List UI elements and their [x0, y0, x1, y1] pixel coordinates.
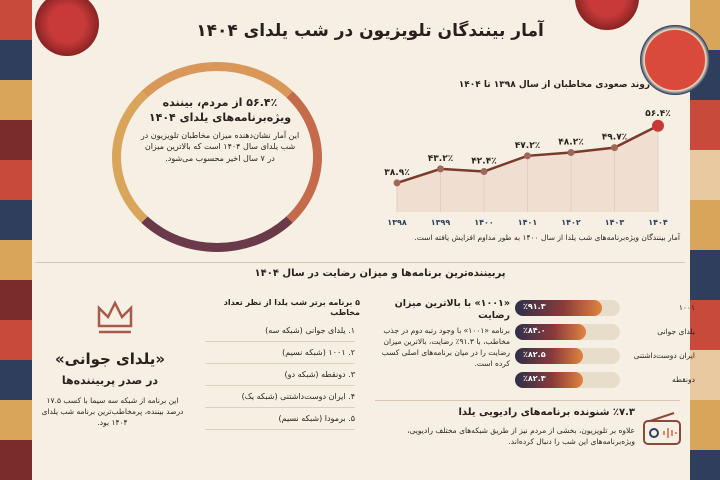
- winner-text: این برنامه از شبکه سه سیما با کسب ۱۷.۵ د…: [41, 396, 184, 427]
- top5-item: ۲. ۱۰۰۱ (شبکه نسیم): [205, 348, 355, 365]
- crown-icon: [97, 300, 133, 334]
- bar-label: یلدای جوانی: [657, 327, 695, 336]
- bar-track: ٪۸۲.۵: [515, 348, 620, 364]
- x-tick-label: ۱۴۰۱: [518, 218, 538, 227]
- satisfaction-bar: ٪۸۲.۵ ایران دوست‌داشتنی: [515, 348, 695, 364]
- top5-item: ۱. یلدای جوانی (شبکه سه): [205, 326, 355, 343]
- top5-item: ۳. دونقطه (شبکه دو): [205, 370, 355, 387]
- data-point: [393, 179, 401, 187]
- page-title: آمار بینندگان تلویزیون در شب یلدای ۱۴۰۴: [196, 21, 544, 41]
- data-point: [611, 144, 618, 152]
- data-label: ۴۷.۲٪: [515, 141, 540, 151]
- data-point: [480, 167, 488, 175]
- x-tick-label: ۱۴۰۳: [605, 218, 625, 227]
- data-point: [437, 165, 444, 173]
- data-label: ۴۳.۲٪: [428, 154, 453, 164]
- chart-caption: آمار بینندگان ویژه‌برنامه‌های شب یلدا از…: [414, 233, 680, 242]
- bar-value: ٪۸۴.۰: [523, 326, 546, 335]
- data-label: ۵۶.۴٪: [645, 109, 670, 119]
- bar-track: ٪۹۱.۳: [515, 300, 620, 316]
- data-label: ۳۸.۹٪: [384, 168, 409, 178]
- highlight-ring: [112, 62, 322, 252]
- data-label: ۴۲.۴٪: [471, 156, 496, 166]
- radio-text: علاوه بر تلویزیون، بخشی از مردم نیز از ط…: [407, 426, 635, 446]
- pomegranate-icon: [575, 0, 639, 30]
- top5-title: ۵ برنامه برتر شب یلدا از نظر تعداد مخاطب: [223, 298, 360, 318]
- satisfaction-bar: ٪۸۲.۳ دونقطه: [515, 372, 695, 388]
- x-tick-label: ۱۳۹۹: [431, 218, 451, 227]
- radio-icon: [643, 412, 681, 445]
- winner-title: «یلدای جوانی»: [54, 350, 166, 368]
- satisfaction-bar: ٪۹۱.۳ ۱۰۰۱: [515, 300, 695, 316]
- section-title: پربیننده‌ترین برنامه‌ها و میزان رضایت در…: [254, 268, 506, 279]
- trend-line-chart: ۳۸.۹٪ ۱۳۹۸ ۴۳.۲٪ ۱۳۹۹ ۴۲.۴٪ ۱۴۰۰ ۴۷.۲٪ ۱۴۰۱ ۴۸.۲…: [384, 109, 670, 227]
- winner-subtitle: در صدر پربیننده‌ها: [61, 374, 159, 387]
- chart-title: روند صعودی مخاطبان از سال ۱۳۹۸ تا ۱۴۰۴: [458, 80, 650, 90]
- bar-fill: [515, 372, 583, 388]
- data-point: [524, 152, 531, 160]
- pomegranate-icon: [35, 0, 99, 56]
- highlight-text: این آمار نشان‌دهنده میزان مخاطبان تلویزی…: [140, 130, 300, 163]
- top5-item: ۵. برمودا (شبکه نسیم): [205, 414, 355, 431]
- divider: [35, 262, 685, 263]
- highlight-block: ۵۶.۴٪ از مردم، بیننده ویژه‌برنامه‌های یل…: [140, 95, 300, 165]
- highlight-headline: ۵۶.۴٪ از مردم، بیننده ویژه‌برنامه‌های یل…: [148, 96, 292, 125]
- radio-title: ٪۷.۳ شنونده برنامه‌های رادیویی یلدا: [458, 407, 635, 418]
- data-label: ۴۹.۷٪: [602, 133, 627, 143]
- satisfaction-bar: ٪۸۴.۰ یلدای جوانی: [515, 324, 695, 340]
- x-tick-label: ۱۴۰۴: [648, 218, 668, 227]
- x-tick-label: ۱۳۹۸: [387, 218, 407, 227]
- bar-label: ۱۰۰۱: [678, 303, 695, 312]
- bar-label: دونقطه: [671, 375, 695, 384]
- bar-value: ٪۸۲.۵: [523, 350, 546, 359]
- satisfaction-title: «۱۰۰۱» با بالاترین میزان رضایت: [394, 298, 510, 322]
- divider: [375, 400, 680, 401]
- data-point: [567, 149, 575, 157]
- top5-item: ۴. ایران دوست‌داشتنی (شبکه یک): [205, 392, 355, 409]
- bar-track: ٪۸۲.۳: [515, 372, 620, 388]
- bar-fill: [515, 300, 602, 316]
- satisfaction-text: برنامه «۱۰۰۱» با وجود رتبه دوم در جذب مخ…: [381, 326, 510, 368]
- bar-value: ٪۹۱.۳: [523, 302, 546, 311]
- watermelon-icon: [640, 25, 710, 95]
- x-tick-label: ۱۴۰۰: [474, 218, 494, 227]
- data-label: ۴۸.۲٪: [558, 138, 583, 148]
- bar-fill: [515, 324, 587, 340]
- decorative-border-left: [0, 0, 32, 480]
- x-tick-label: ۱۴۰۲: [561, 218, 581, 227]
- bar-label: ایران دوست‌داشتنی: [633, 351, 695, 360]
- bar-fill: [515, 348, 584, 364]
- bar-value: ٪۸۲.۳: [523, 374, 546, 383]
- bar-track: ٪۸۴.۰: [515, 324, 620, 340]
- data-point: [652, 119, 664, 132]
